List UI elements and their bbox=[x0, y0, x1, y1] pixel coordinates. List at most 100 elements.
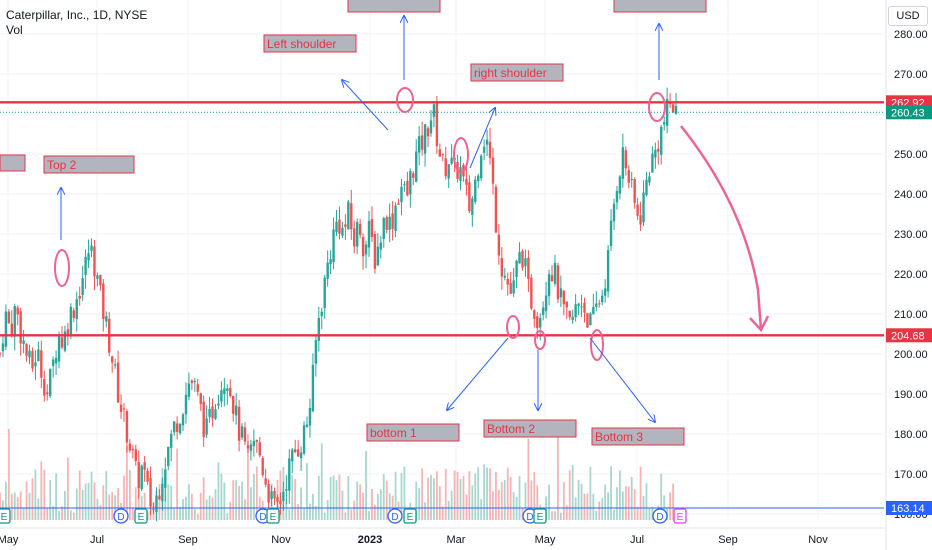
candle-body bbox=[178, 423, 182, 434]
arrow-line[interactable] bbox=[589, 337, 655, 422]
dividend-marker[interactable]: D bbox=[113, 508, 129, 524]
volume-marker-tag bbox=[886, 501, 932, 515]
candle-body bbox=[87, 253, 90, 261]
candle-body bbox=[533, 310, 536, 319]
candle-body bbox=[267, 483, 270, 503]
candlesticks bbox=[0, 87, 678, 522]
earnings-marker[interactable]: E bbox=[533, 508, 547, 524]
highlight-circle[interactable] bbox=[534, 330, 546, 350]
volume-bar bbox=[61, 506, 63, 520]
annotation-bottom-3[interactable]: Bottom 3 bbox=[591, 427, 685, 446]
time-tick-label: 2023 bbox=[358, 534, 382, 546]
marker-label: E bbox=[407, 512, 414, 523]
candle-body bbox=[172, 421, 176, 433]
marker-shape bbox=[652, 508, 668, 524]
candle-body bbox=[373, 233, 377, 269]
candle-body bbox=[654, 149, 657, 158]
highlight-circle[interactable] bbox=[506, 315, 520, 339]
highlight-circle[interactable] bbox=[54, 249, 70, 287]
candle-body bbox=[208, 408, 211, 417]
dividend-marker[interactable]: D bbox=[652, 508, 668, 524]
candle-body bbox=[385, 217, 388, 230]
volume-bar bbox=[170, 485, 173, 520]
candle-body bbox=[559, 288, 563, 298]
volume-bar bbox=[415, 481, 418, 520]
volume-bar bbox=[462, 475, 465, 520]
annotation-top-2[interactable]: Top 2 bbox=[43, 155, 135, 174]
annotation-right-shoulder[interactable]: right shoulder bbox=[470, 63, 564, 82]
volume-bar bbox=[99, 505, 102, 520]
candle-body bbox=[226, 388, 229, 391]
candle-body bbox=[131, 448, 135, 451]
candle-body bbox=[361, 237, 365, 257]
volume-bar bbox=[350, 509, 353, 520]
arrow-line[interactable] bbox=[447, 337, 509, 410]
candle-body bbox=[161, 483, 164, 502]
candle-body bbox=[40, 350, 43, 378]
earnings-marker[interactable]: E bbox=[0, 508, 11, 524]
drawings[interactable]: Top 2 Left shoulder right shoulder bottom 1… bbox=[0, 0, 770, 446]
highlight-circle[interactable] bbox=[648, 92, 666, 122]
volume-bar bbox=[533, 472, 536, 520]
annotation-left-shoulder[interactable]: Left shoulder bbox=[263, 34, 357, 53]
volume-bar bbox=[353, 500, 356, 520]
marker-label: E bbox=[270, 512, 277, 523]
candle-body bbox=[282, 491, 285, 502]
projection-curve[interactable] bbox=[680, 125, 763, 331]
marker-label: D bbox=[259, 512, 266, 523]
horizontal-levels[interactable] bbox=[0, 101, 884, 509]
highlight-circle[interactable] bbox=[590, 329, 604, 361]
annotation-bottom-1[interactable]: bottom 1 bbox=[366, 423, 460, 442]
candle-body bbox=[332, 229, 335, 263]
candle-body bbox=[220, 390, 223, 402]
volume-bar bbox=[450, 490, 453, 520]
volume-bar bbox=[128, 469, 131, 520]
volume-bar bbox=[46, 507, 49, 520]
volume-bar bbox=[388, 493, 391, 520]
candle-body bbox=[202, 401, 205, 438]
arrow-line[interactable] bbox=[469, 108, 495, 169]
earnings-marker[interactable]: E bbox=[673, 508, 687, 524]
volume-bar bbox=[489, 468, 491, 520]
currency-button[interactable]: USD bbox=[888, 6, 928, 26]
candle-body bbox=[609, 220, 613, 247]
volume-bar bbox=[90, 471, 93, 520]
volume-bar bbox=[10, 493, 13, 520]
volume-bar bbox=[188, 484, 190, 520]
volume-bar bbox=[202, 477, 205, 520]
candle-body bbox=[246, 445, 250, 449]
annotation-bottom-2[interactable]: Bottom 2 bbox=[483, 419, 577, 438]
candle-body bbox=[603, 288, 607, 296]
arrow-line[interactable] bbox=[342, 80, 389, 131]
price-axis[interactable]: 160.00170.00180.00190.00200.00210.00220.… bbox=[885, 0, 932, 550]
candle-body bbox=[521, 251, 524, 268]
candle-body bbox=[417, 136, 421, 153]
volume-bar bbox=[465, 494, 468, 520]
volume-bar bbox=[359, 484, 362, 520]
earnings-marker[interactable]: E bbox=[266, 508, 280, 524]
volume-bar bbox=[31, 478, 34, 520]
candle-body bbox=[397, 203, 400, 205]
highlight-circle[interactable] bbox=[396, 87, 414, 113]
volume-bar bbox=[13, 492, 16, 520]
dividend-marker[interactable]: D bbox=[387, 508, 403, 524]
volume-bar bbox=[524, 482, 527, 520]
volume-bar bbox=[341, 490, 344, 520]
price-tick-label: 280.00 bbox=[894, 29, 928, 41]
volume-bar bbox=[173, 508, 176, 520]
earnings-marker[interactable]: E bbox=[134, 508, 148, 524]
annotation-box-cropped bbox=[613, 0, 707, 13]
volume-bar bbox=[102, 485, 105, 520]
candle-body bbox=[137, 461, 140, 489]
candle-body bbox=[323, 277, 326, 309]
volume-bar bbox=[571, 464, 574, 520]
time-axis[interactable]: May Jul Sep Nov 2023 Mar May Jul Sep Nov bbox=[0, 527, 884, 546]
earnings-marker[interactable]: E bbox=[403, 508, 417, 524]
candle-body bbox=[488, 141, 492, 159]
highlight-circle[interactable] bbox=[453, 137, 469, 173]
volume-bars bbox=[0, 428, 677, 520]
candle-body bbox=[577, 303, 580, 306]
time-tick-label: Jul bbox=[90, 534, 104, 546]
